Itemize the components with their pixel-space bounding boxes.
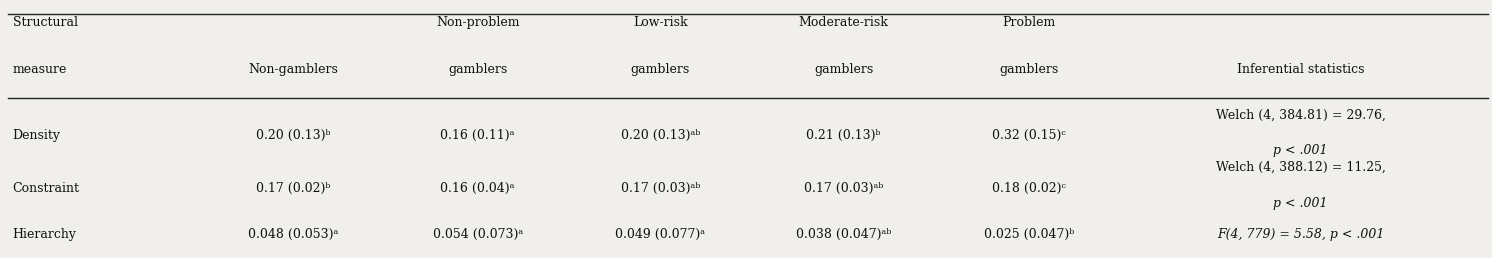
Text: Low-risk: Low-risk bbox=[633, 16, 688, 29]
Text: Structural: Structural bbox=[12, 16, 78, 29]
Text: Problem: Problem bbox=[1003, 16, 1056, 29]
Text: 0.20 (0.13)ᵃᵇ: 0.20 (0.13)ᵃᵇ bbox=[621, 129, 700, 142]
Text: 0.054 (0.073)ᵃ: 0.054 (0.073)ᵃ bbox=[433, 228, 522, 241]
Text: Moderate-risk: Moderate-risk bbox=[798, 16, 889, 29]
Text: 0.17 (0.03)ᵃᵇ: 0.17 (0.03)ᵃᵇ bbox=[804, 182, 883, 195]
Text: 0.21 (0.13)ᵇ: 0.21 (0.13)ᵇ bbox=[806, 129, 880, 142]
Text: 0.038 (0.047)ᵃᵇ: 0.038 (0.047)ᵃᵇ bbox=[795, 228, 891, 241]
Text: gamblers: gamblers bbox=[631, 63, 689, 76]
Text: 0.20 (0.13)ᵇ: 0.20 (0.13)ᵇ bbox=[257, 129, 331, 142]
Text: Non-gamblers: Non-gamblers bbox=[249, 63, 339, 76]
Text: Welch (4, 388.12) = 11.25,: Welch (4, 388.12) = 11.25, bbox=[1216, 161, 1386, 174]
Text: 0.16 (0.11)ᵃ: 0.16 (0.11)ᵃ bbox=[440, 129, 515, 142]
Text: p < .001: p < .001 bbox=[1273, 144, 1328, 157]
Text: measure: measure bbox=[12, 63, 67, 76]
Text: Constraint: Constraint bbox=[12, 182, 79, 195]
Text: 0.17 (0.03)ᵃᵇ: 0.17 (0.03)ᵃᵇ bbox=[621, 182, 700, 195]
Text: 0.025 (0.047)ᵇ: 0.025 (0.047)ᵇ bbox=[985, 228, 1074, 241]
Text: 0.16 (0.04)ᵃ: 0.16 (0.04)ᵃ bbox=[440, 182, 515, 195]
Text: 0.18 (0.02)ᶜ: 0.18 (0.02)ᶜ bbox=[992, 182, 1067, 195]
Text: Inferential statistics: Inferential statistics bbox=[1237, 63, 1364, 76]
Text: p < .001: p < .001 bbox=[1273, 197, 1328, 210]
Text: 0.17 (0.02)ᵇ: 0.17 (0.02)ᵇ bbox=[257, 182, 331, 195]
Text: 0.32 (0.15)ᶜ: 0.32 (0.15)ᶜ bbox=[992, 129, 1067, 142]
Text: 0.049 (0.077)ᵃ: 0.049 (0.077)ᵃ bbox=[615, 228, 706, 241]
Text: Welch (4, 384.81) = 29.76,: Welch (4, 384.81) = 29.76, bbox=[1216, 108, 1386, 121]
Text: F(4, 779) = 5.58, p < .001: F(4, 779) = 5.58, p < .001 bbox=[1217, 228, 1385, 241]
Text: gamblers: gamblers bbox=[448, 63, 507, 76]
Text: Non-problem: Non-problem bbox=[436, 16, 519, 29]
Text: 0.048 (0.053)ᵃ: 0.048 (0.053)ᵃ bbox=[248, 228, 339, 241]
Text: Hierarchy: Hierarchy bbox=[12, 228, 76, 241]
Text: gamblers: gamblers bbox=[1000, 63, 1059, 76]
Text: gamblers: gamblers bbox=[815, 63, 873, 76]
Text: Density: Density bbox=[12, 129, 61, 142]
